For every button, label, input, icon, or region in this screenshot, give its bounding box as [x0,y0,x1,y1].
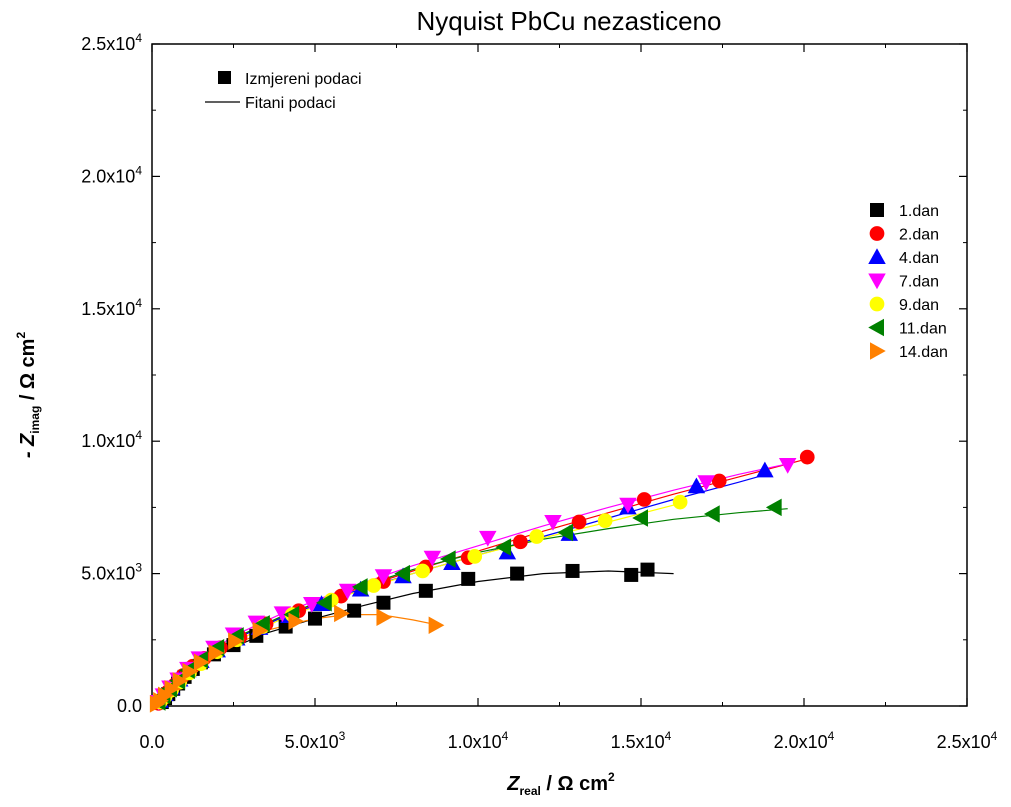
data-point [703,505,720,523]
y-tick-label: 1.5x104 [81,296,142,319]
data-point [228,632,244,650]
legend-marker-2-dan [869,226,885,241]
data-point [571,514,587,530]
type-legend: Izmjereni podaci Fitani podaci [205,71,362,112]
data-point [164,680,181,698]
legend-marker-11-dan [868,318,884,337]
data-point [529,529,545,544]
data-point [557,523,574,542]
series-11-dan [149,498,782,711]
data-point [640,562,655,577]
x-tick-label: 5.0x103 [285,729,346,752]
legend-marker-14-dan [870,342,886,360]
data-point [597,513,613,528]
data-point [351,578,368,596]
y-tick-label: 1.0x104 [81,428,142,451]
data-point [308,611,322,626]
y-axis-ticks: 0.0 5.0x103 1.0x104 1.5x104 2.0x104 2.5x104 [81,31,967,716]
data-point [415,563,430,579]
fit-line-11-dan [158,508,788,703]
data-point [423,550,442,567]
legend-marker-9-dan [869,296,885,312]
data-markers [149,449,815,713]
data-point [302,597,321,613]
data-point [632,509,648,527]
data-point [288,612,305,631]
data-point [697,475,715,491]
fit-line-7-dan [158,461,795,703]
x-tick-label: 2.0x104 [774,729,835,752]
legend-label: 11.dan [899,321,947,338]
legend-square-marker [218,71,231,84]
y-tick-label: 5.0x103 [81,561,142,584]
series-legend: 1.dan 2.dan 4.dan 7.dan 9.dan 11.dan 14.dan [868,203,948,361]
data-point [672,494,688,510]
data-point [479,530,497,547]
data-point [439,550,456,568]
data-point [495,538,512,556]
legend-label: 9.dan [899,297,939,314]
data-point [316,593,332,612]
data-point [756,461,774,478]
legend-label: Fitani podaci [245,95,336,112]
data-point [765,498,782,517]
data-point [510,566,525,581]
legend-label: 7.dan [899,274,939,291]
data-point [544,514,562,531]
data-point [467,549,483,564]
legend-label: 1.dan [899,203,939,220]
fit-line-9-dan [159,502,681,703]
data-point [208,644,225,662]
y-tick-label: 0.0 [117,696,142,716]
x-tick-label: 2.5x104 [937,729,998,752]
data-point [376,608,393,627]
data-point [418,583,433,598]
legend-label: Izmjereni podaci [245,71,362,88]
x-tick-label: 1.5x104 [611,729,672,752]
data-point [334,604,350,623]
series-14-dan [149,604,445,713]
data-point [252,621,269,640]
series-9-dan [152,494,688,710]
data-point [338,583,357,600]
data-point [374,569,393,585]
data-point [711,473,727,489]
data-point [428,616,445,634]
legend-label: 2.dan [899,227,939,244]
data-point [565,563,580,578]
x-tick-label: 1.0x104 [448,729,509,752]
data-point [619,497,637,514]
legend-marker-1-dan [870,203,884,217]
data-point [376,595,391,610]
y-axis-label: - Zimag / Ω cm2 [14,332,42,459]
legend-marker-4-dan [868,248,886,264]
y-tick-label: 2.0x104 [81,163,142,186]
data-point [172,672,189,690]
data-point [513,534,528,550]
legend-label: 4.dan [899,250,939,267]
x-axis-ticks: 0.0 5.0x103 1.0x104 1.5x104 2.0x104 2.5x104 [139,44,998,752]
data-point [366,578,382,593]
legend-label: 14.dan [899,344,948,361]
data-point [193,653,210,672]
fit-lines [156,459,805,705]
data-point [799,449,815,465]
data-point [254,615,270,633]
x-tick-label: 0.0 [139,732,164,752]
legend-marker-7-dan [868,273,886,290]
chart-title: Nyquist PbCu nezasticeno [417,6,722,36]
data-point [687,477,706,494]
data-point [624,567,639,582]
axis-labels: Zreal / Ω cm2 - Zimag / Ω cm2 [14,332,615,798]
data-point [461,571,476,586]
y-tick-label: 2.5x104 [81,31,142,54]
data-point [182,662,199,681]
data-point [636,492,652,507]
data-point [394,564,411,583]
data-point [347,603,362,618]
data-point [778,458,797,474]
x-axis-label: Zreal / Ω cm2 [506,770,615,798]
